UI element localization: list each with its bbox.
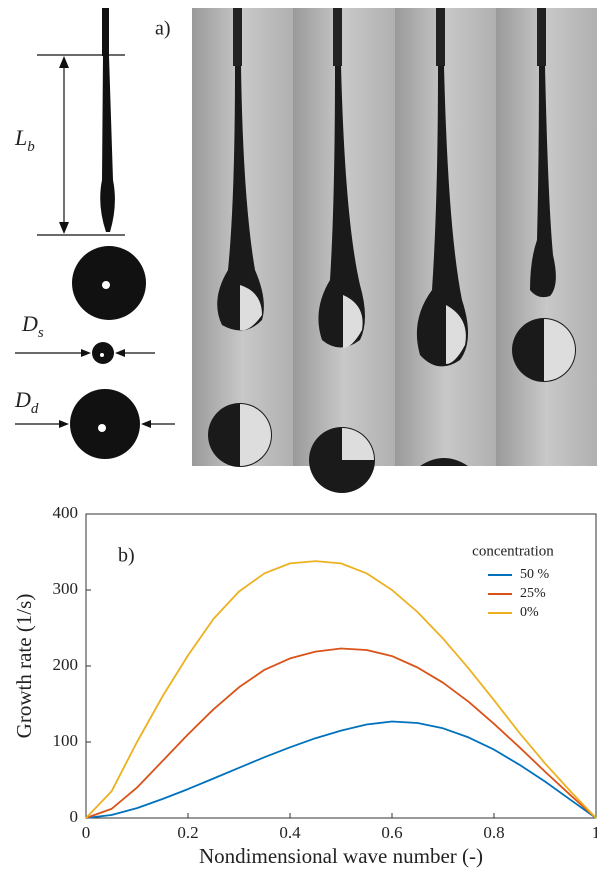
legend-label: 0% (520, 605, 539, 620)
photo (395, 8, 496, 466)
x-tick-label: 0.8 (483, 823, 504, 842)
x-tick-label: 0.4 (279, 823, 301, 842)
x-tick-label: 0 (82, 823, 91, 842)
subscript: d (31, 401, 39, 417)
legend-label: 50 % (520, 567, 550, 582)
satellite (92, 342, 114, 364)
nozzle (102, 8, 109, 56)
highlight (100, 353, 104, 357)
panel-label: a) (155, 18, 171, 40)
annotation: b) (118, 545, 135, 567)
photo (496, 8, 597, 466)
y-tick-label: 100 (53, 731, 79, 750)
y-tick-label: 400 (53, 503, 79, 522)
main-drop (70, 389, 140, 459)
panel-a-diagram: a) Lb Ds Dd (14, 8, 175, 459)
x-tick-label: 1 (592, 823, 597, 842)
symbol: D (14, 387, 31, 412)
y-tick-label: 300 (53, 579, 79, 598)
symbol: D (21, 311, 38, 336)
plot-frame (86, 514, 596, 818)
length-label: Lb (14, 125, 35, 155)
y-tick-label: 200 (53, 655, 79, 674)
y-axis-label: Growth rate (1/s) (12, 594, 36, 739)
highlight (98, 424, 106, 432)
subscript: b (27, 139, 35, 155)
drop-label: Dd (14, 387, 39, 417)
legend-label: 25% (520, 586, 546, 601)
thread (100, 56, 115, 232)
legend-title: concentration (472, 543, 554, 559)
photo (192, 8, 293, 467)
symbol: L (14, 125, 27, 150)
dimension-lines (15, 55, 175, 424)
x-axis-label: Nondimensional wave number (-) (199, 844, 483, 868)
y-tick-label: 0 (70, 807, 79, 826)
subscript: s (38, 325, 44, 341)
chart-b: 0 100 200 300 400 0 0.2 0.4 0.6 0.8 1 Nondimensiona… (12, 503, 597, 868)
x-tick-label: 0.6 (381, 823, 402, 842)
x-tick-label: 0.2 (177, 823, 198, 842)
figure: a) Lb Ds Dd (0, 0, 597, 877)
photo (293, 8, 395, 493)
photo-strips (192, 8, 597, 493)
highlight (102, 281, 110, 289)
satellite-label: Ds (21, 311, 44, 341)
